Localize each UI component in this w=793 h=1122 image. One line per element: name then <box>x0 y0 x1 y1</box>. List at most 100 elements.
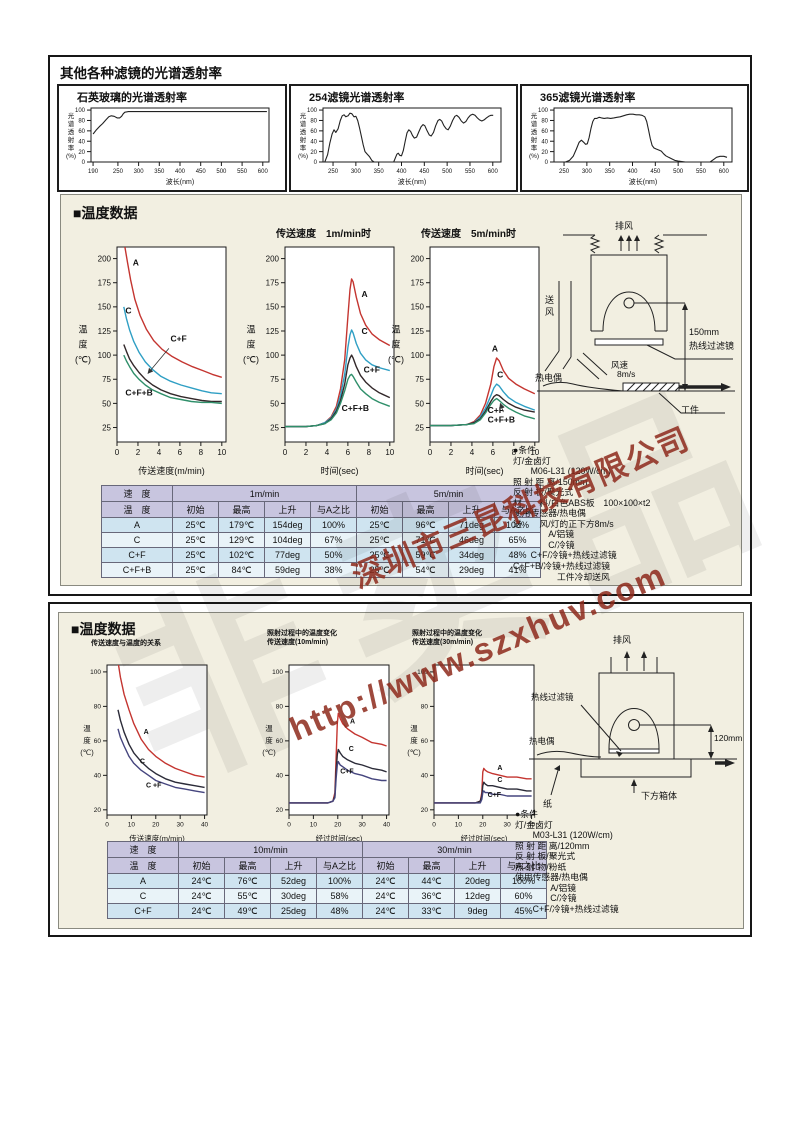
svg-text:25: 25 <box>270 423 279 432</box>
svg-text:150: 150 <box>266 303 280 312</box>
svg-text:2: 2 <box>304 448 309 457</box>
svg-text:175: 175 <box>98 279 112 288</box>
svg-text:10: 10 <box>217 448 226 457</box>
svg-text:波长(nm): 波长(nm) <box>398 177 426 186</box>
svg-text:20: 20 <box>421 807 429 814</box>
svg-text:A: A <box>362 289 368 299</box>
svg-text:350: 350 <box>154 169 165 175</box>
diagram2-lowerbox-label: 下方箱体 <box>641 791 678 801</box>
svg-text:50: 50 <box>270 399 279 408</box>
svg-text:温: 温 <box>391 325 400 335</box>
spectral-and-temp-section: 其他各种滤镜的光谱透射率 石英玻璃的光谱透射率 0 20 40 60 80 100 190 2… <box>48 55 752 596</box>
svg-text:C +F: C +F <box>146 782 162 789</box>
svg-text:20: 20 <box>334 822 342 829</box>
svg-text:6: 6 <box>178 448 183 457</box>
svg-text:C+F+B: C+F+B <box>125 388 152 398</box>
svg-text:350: 350 <box>605 169 616 175</box>
diagram2-exhaust-label: 排风 <box>613 635 632 645</box>
diagram1-supply-label: 送风 <box>544 295 554 319</box>
svg-text:75: 75 <box>415 375 424 384</box>
svg-text:550: 550 <box>696 169 707 175</box>
diagram2-distance-label: 120mm <box>714 733 743 743</box>
svg-text:温: 温 <box>265 724 273 733</box>
diagram1-windspeed-label: 8m/s <box>617 369 636 379</box>
temp-data-header-2: ■温度数据 <box>71 621 136 637</box>
svg-text:光: 光 <box>68 111 75 120</box>
temp-table-1: 速 度 1m/min 5m/min 温 度初始 最高 上升 与A之比 初始 最高 上升 与A之比 A 2… <box>101 485 541 578</box>
svg-text:400: 400 <box>396 169 407 175</box>
svg-text:温: 温 <box>83 724 91 733</box>
svg-text:C: C <box>140 758 145 765</box>
svg-text:40: 40 <box>201 822 209 829</box>
svg-text:75: 75 <box>270 375 279 384</box>
svg-text:射: 射 <box>531 135 538 144</box>
svg-text:20: 20 <box>152 822 160 829</box>
svg-text:100: 100 <box>266 351 280 360</box>
temp2-time-10mmin-chart: 20 40 60 80 100 0 10 20 30 40 温度 (℃) 经过时间(sec) A C C+F <box>259 653 399 848</box>
svg-text:光: 光 <box>531 111 538 120</box>
svg-text:透: 透 <box>531 128 538 136</box>
svg-text:C+F: C+F <box>488 792 502 799</box>
svg-text:20: 20 <box>479 822 487 829</box>
svg-text:度: 度 <box>83 735 91 745</box>
svg-text:60: 60 <box>310 129 317 135</box>
svg-text:250: 250 <box>559 169 570 175</box>
svg-text:20: 20 <box>78 150 85 156</box>
svg-text:10: 10 <box>385 448 394 457</box>
svg-text:150: 150 <box>411 303 425 312</box>
temp-data-panel-2: ■温度数据 传送速度与温度的关系 照射过程中的温度变化 传送速度(10m/min… <box>58 612 744 929</box>
svg-text:60: 60 <box>541 129 548 135</box>
svg-text:100: 100 <box>417 669 428 676</box>
svg-text:C+F+B: C+F+B <box>488 415 515 425</box>
svg-text:500: 500 <box>216 169 227 175</box>
svg-text:400: 400 <box>175 169 186 175</box>
svg-text:C: C <box>125 306 131 316</box>
svg-text:75: 75 <box>102 375 111 384</box>
temp-vs-speed-chart: 25 50 75 100 125 150 175 200 0 2 4 6 8 10 温度 (℃) 传送速度(m/… <box>73 241 238 481</box>
svg-text:4: 4 <box>325 448 330 457</box>
svg-text:C: C <box>497 777 502 784</box>
svg-text:A: A <box>492 343 498 353</box>
svg-text:350: 350 <box>374 169 385 175</box>
chart-title-30mmin: 照射过程中的温度变化 传送速度(30m/min) <box>412 629 482 647</box>
svg-text:光: 光 <box>300 111 307 120</box>
svg-text:500: 500 <box>673 169 684 175</box>
svg-text:A: A <box>350 719 355 726</box>
diagram2-paper-label: 纸 <box>543 799 553 809</box>
conditions-list-2: ●条件 灯/金卤灯 M03-L31 (120W/cm) 照 射 距 离/120mm 反… <box>515 809 619 914</box>
svg-text:100: 100 <box>272 669 283 676</box>
svg-text:度: 度 <box>391 339 400 350</box>
svg-text:100: 100 <box>411 351 425 360</box>
svg-text:60: 60 <box>276 738 284 745</box>
svg-text:0: 0 <box>283 448 288 457</box>
temp-data-panel-1: ■温度数据 传送速度 1m/min时 传送速度 5m/min时 25 50 75 10… <box>60 194 742 586</box>
svg-text:A: A <box>497 765 502 772</box>
svg-text:0: 0 <box>105 822 109 829</box>
svg-text:500: 500 <box>442 169 453 175</box>
svg-text:25: 25 <box>102 423 111 432</box>
svg-text:率: 率 <box>300 143 307 152</box>
svg-text:(℃): (℃) <box>80 748 94 757</box>
chart-title-30mmin-line1: 照射过程中的温度变化 <box>412 630 482 637</box>
svg-text:谱: 谱 <box>300 119 307 128</box>
svg-text:25: 25 <box>415 423 424 432</box>
svg-text:8: 8 <box>199 448 204 457</box>
svg-text:谱: 谱 <box>531 119 538 128</box>
svg-text:温: 温 <box>410 724 418 733</box>
svg-text:100: 100 <box>307 108 318 114</box>
svg-text:温: 温 <box>78 325 87 335</box>
svg-text:300: 300 <box>134 169 145 175</box>
spectral-section-title: 其他各种滤镜的光谱透射率 <box>60 66 222 81</box>
svg-text:80: 80 <box>310 119 317 125</box>
svg-text:(℃): (℃) <box>75 355 91 365</box>
svg-text:度: 度 <box>78 339 87 350</box>
svg-text:80: 80 <box>78 119 85 125</box>
svg-text:600: 600 <box>719 169 730 175</box>
svg-text:C: C <box>497 369 503 379</box>
svg-text:50: 50 <box>102 399 111 408</box>
svg-text:450: 450 <box>650 169 661 175</box>
svg-text:20: 20 <box>276 807 284 814</box>
svg-text:100: 100 <box>75 108 86 114</box>
svg-text:2: 2 <box>136 448 141 457</box>
svg-text:C+F: C+F <box>364 364 380 374</box>
